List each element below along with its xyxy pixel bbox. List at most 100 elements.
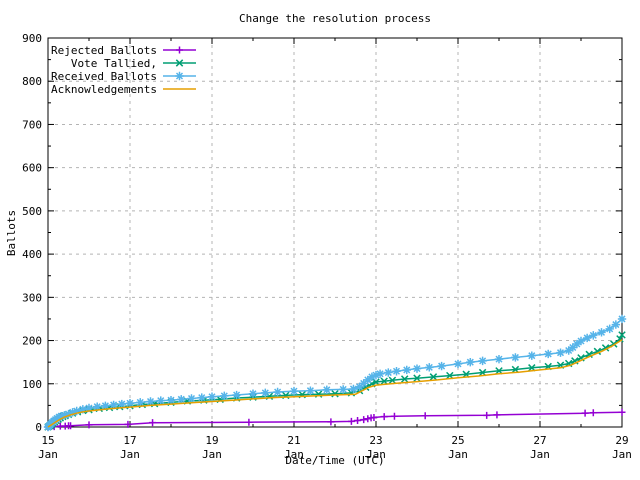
y-tick-label: 200 <box>22 335 42 348</box>
series-vote-tallied <box>44 331 626 431</box>
marker-received-ballots <box>187 394 196 403</box>
marker-received-ballots <box>605 324 614 334</box>
marker-rejected-ballots <box>483 411 491 419</box>
marker-received-ballots <box>232 390 241 400</box>
series-received-ballots <box>43 314 627 432</box>
marker-vote-tallied <box>429 373 438 381</box>
marker-received-ballots <box>146 397 155 406</box>
marker-received-ballots <box>322 385 331 395</box>
marker-received-ballots <box>248 389 258 398</box>
marker-received-ballots <box>437 361 446 371</box>
marker-received-ballots <box>568 343 577 352</box>
series-line-vote-tallied <box>47 334 623 428</box>
x-tick-sublabel: Jan <box>612 448 632 461</box>
marker-received-ballots <box>60 411 69 420</box>
marker-rejected-ballots <box>618 408 626 416</box>
marker-vote-tallied <box>400 375 409 383</box>
series-line-received-ballots <box>47 318 623 428</box>
marker-vote-tallied <box>331 389 339 398</box>
legend-label-acknowledgements: Acknowledgements <box>51 83 157 96</box>
legend-label-received-ballots: Received Ballots <box>51 70 157 83</box>
marker-received-ballots <box>289 386 299 396</box>
y-tick-label: 600 <box>22 162 42 175</box>
x-tick-sublabel: Jan <box>38 448 58 461</box>
marker-received-ballots <box>68 408 77 417</box>
x-tick-sublabel: Jan <box>120 448 140 461</box>
legend-sample-marker <box>175 59 184 67</box>
marker-received-ballots <box>207 392 217 401</box>
marker-received-ballots <box>72 406 81 416</box>
marker-rejected-ballots <box>380 413 388 421</box>
marker-rejected-ballots <box>124 420 132 428</box>
marker-received-ballots <box>306 386 315 395</box>
x-tick-sublabel: Jan <box>448 448 468 461</box>
y-tick-label: 300 <box>22 291 42 304</box>
x-tick-label: 25 <box>451 434 464 447</box>
marker-received-ballots <box>93 402 102 411</box>
marker-rejected-ballots <box>347 417 355 425</box>
x-tick-label: 15 <box>41 434 54 447</box>
marker-vote-tallied <box>618 331 626 339</box>
marker-rejected-ballots <box>354 417 362 425</box>
marker-received-ballots <box>349 384 358 394</box>
x-tick-label: 21 <box>287 434 300 447</box>
series-line-acknowledgements <box>47 339 623 428</box>
marker-received-ballots <box>220 391 229 401</box>
marker-received-ballots <box>494 354 504 364</box>
marker-vote-tallied <box>585 350 593 359</box>
legend-sample-received-ballots <box>163 71 196 81</box>
marker-rejected-ballots <box>370 413 378 421</box>
marker-rejected-ballots <box>390 412 398 420</box>
marker-received-ballots <box>136 398 145 407</box>
gridlines <box>48 37 622 427</box>
marker-received-ballots <box>125 399 135 408</box>
marker-received-ballots <box>56 411 66 421</box>
marker-received-ballots <box>582 333 592 343</box>
marker-received-ballots <box>197 393 206 402</box>
marker-received-ballots <box>589 331 598 340</box>
marker-received-ballots <box>101 401 110 411</box>
y-tick-label: 100 <box>22 378 42 391</box>
marker-rejected-ballots <box>493 411 501 419</box>
marker-received-ballots <box>339 385 348 394</box>
marker-received-ballots <box>367 372 377 382</box>
marker-received-ballots <box>273 387 282 397</box>
x-tick-sublabel: Jan <box>202 448 222 461</box>
marker-received-ballots <box>359 379 368 388</box>
marker-received-ballots <box>556 348 565 357</box>
marker-received-ballots <box>355 382 364 392</box>
x-axis-label: Date/Time (UTC) <box>285 454 385 467</box>
marker-received-ballots <box>363 375 372 385</box>
marker-received-ballots <box>564 346 573 355</box>
x-tick-label: 17 <box>123 434 136 447</box>
marker-received-ballots <box>597 328 606 337</box>
marker-vote-tallied <box>413 374 421 382</box>
marker-received-ballots <box>78 405 88 414</box>
legend-sample-marker <box>176 46 183 54</box>
x-tick-sublabel: Jan <box>366 448 386 461</box>
y-tick-label: 400 <box>22 248 42 261</box>
x-tick-sublabel: Jan <box>284 448 304 461</box>
axis-tick-labels: 15Jan17Jan19Jan21Jan23Jan25Jan27Jan29Jan… <box>22 32 632 461</box>
marker-received-ballots <box>261 388 270 398</box>
marker-received-ballots <box>384 368 393 377</box>
marker-received-ballots <box>392 367 401 376</box>
marker-received-ballots <box>177 395 186 404</box>
marker-received-ballots <box>84 403 94 413</box>
marker-received-ballots <box>109 400 118 410</box>
series-rejected-ballots <box>44 408 626 431</box>
marker-rejected-ballots <box>67 422 75 430</box>
axis-ticks <box>47 37 623 428</box>
legend-sample-rejected-ballots <box>163 46 196 54</box>
marker-received-ballots <box>572 339 582 349</box>
marker-received-ballots <box>466 357 475 367</box>
marker-vote-tallied <box>616 335 624 343</box>
legend-sample-marker <box>175 71 184 81</box>
marker-rejected-ballots <box>581 409 589 417</box>
marker-rejected-ballots <box>245 418 253 426</box>
legend-sample-vote-tallied <box>163 59 196 67</box>
marker-received-ballots <box>64 409 73 419</box>
marker-received-ballots <box>117 399 126 409</box>
y-tick-label: 900 <box>22 32 42 45</box>
